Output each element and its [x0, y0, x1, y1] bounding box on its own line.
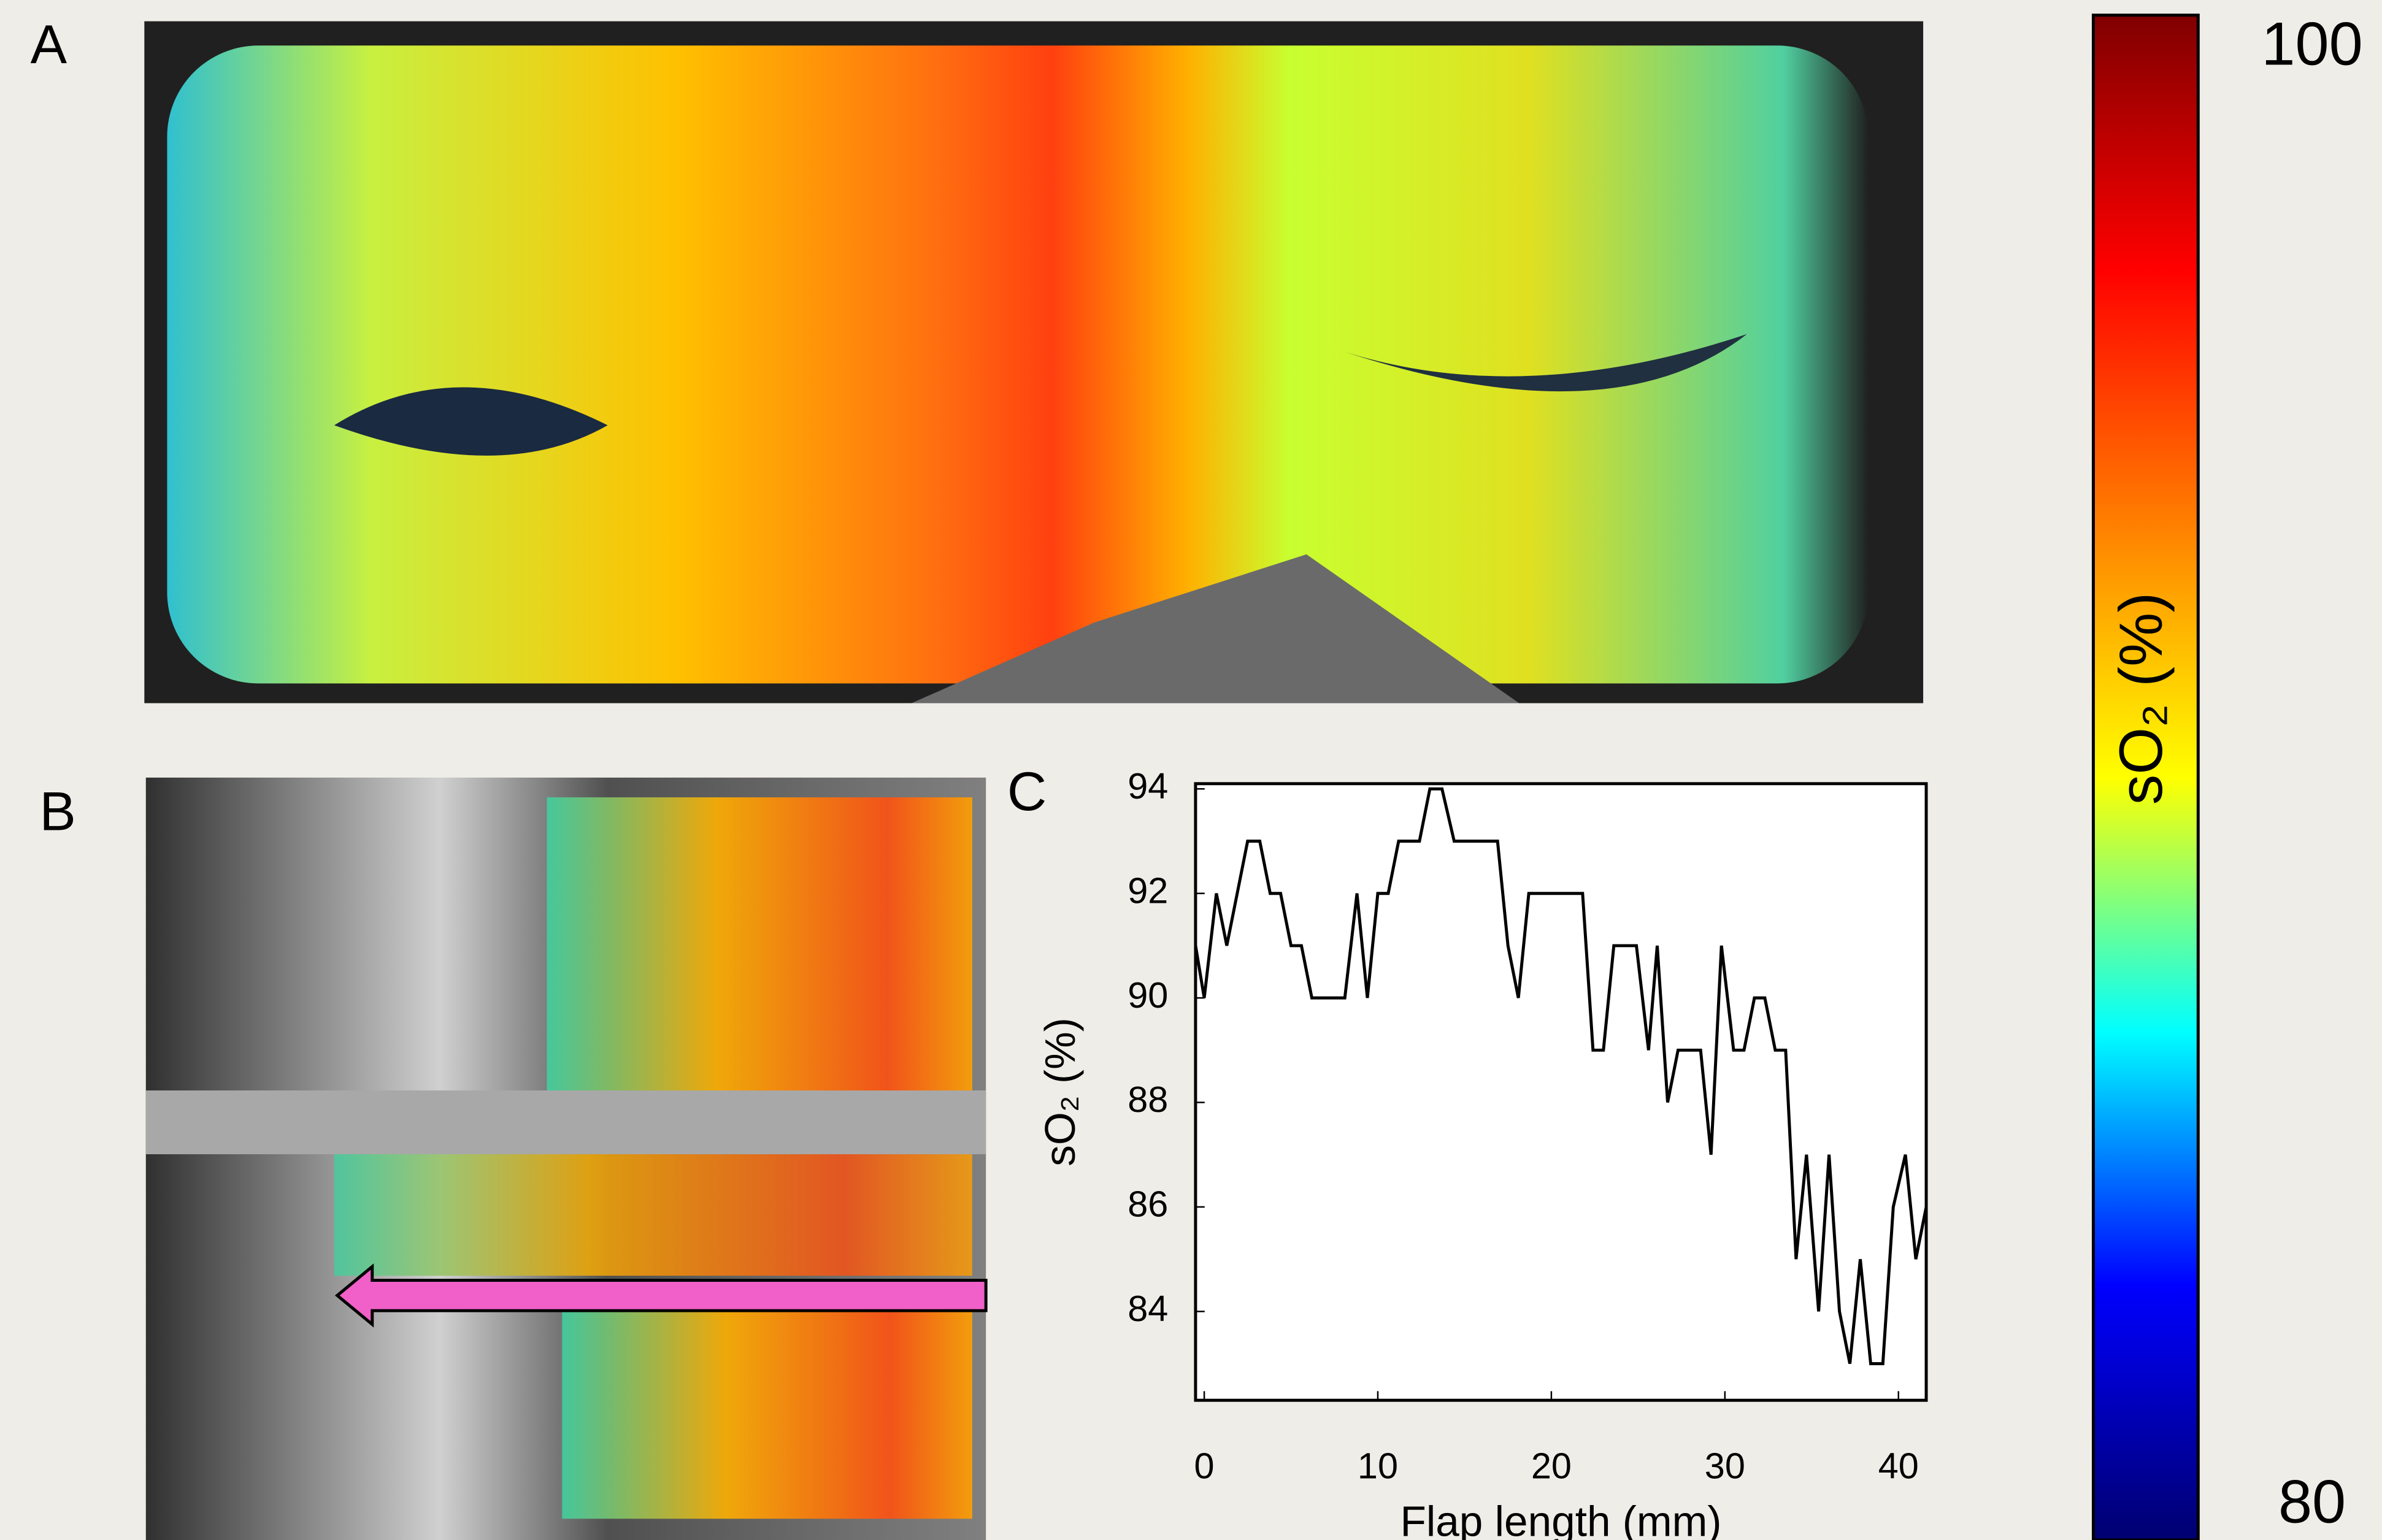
plot-area: [1194, 782, 1928, 1402]
colorbar: [2091, 13, 2200, 1540]
x-axis-label: Flap length (mm): [1400, 1498, 1722, 1540]
x-tick-label: 10: [1358, 1445, 1398, 1486]
panel-label: A: [31, 13, 67, 75]
y-axis-label: sO₂ (%): [1036, 1017, 1084, 1166]
data-line: [1194, 787, 1928, 1366]
y-tick-label: 88: [1128, 1079, 1168, 1120]
panel-label: C: [1007, 760, 1047, 822]
y-tick-label: 84: [1128, 1288, 1168, 1329]
panel-b-image: [145, 777, 988, 1540]
y-tick-label: 92: [1128, 870, 1168, 911]
y-tick-label: 90: [1128, 975, 1168, 1016]
colorbar-label: sO₂ (%): [2107, 592, 2175, 805]
colorbar-tick-label: 80: [2278, 1468, 2346, 1536]
y-tick-label: 94: [1128, 765, 1168, 806]
colorbar-tick-label: 100: [2261, 9, 2362, 77]
x-tick-label: 40: [1878, 1445, 1919, 1486]
x-tick-label: 30: [1705, 1445, 1745, 1486]
x-tick-label: 20: [1531, 1445, 1572, 1486]
panel-label: B: [39, 780, 75, 841]
x-tick-label: 0: [1194, 1445, 1215, 1486]
y-tick-label: 86: [1128, 1184, 1168, 1225]
panel-a-image: [144, 21, 1924, 703]
